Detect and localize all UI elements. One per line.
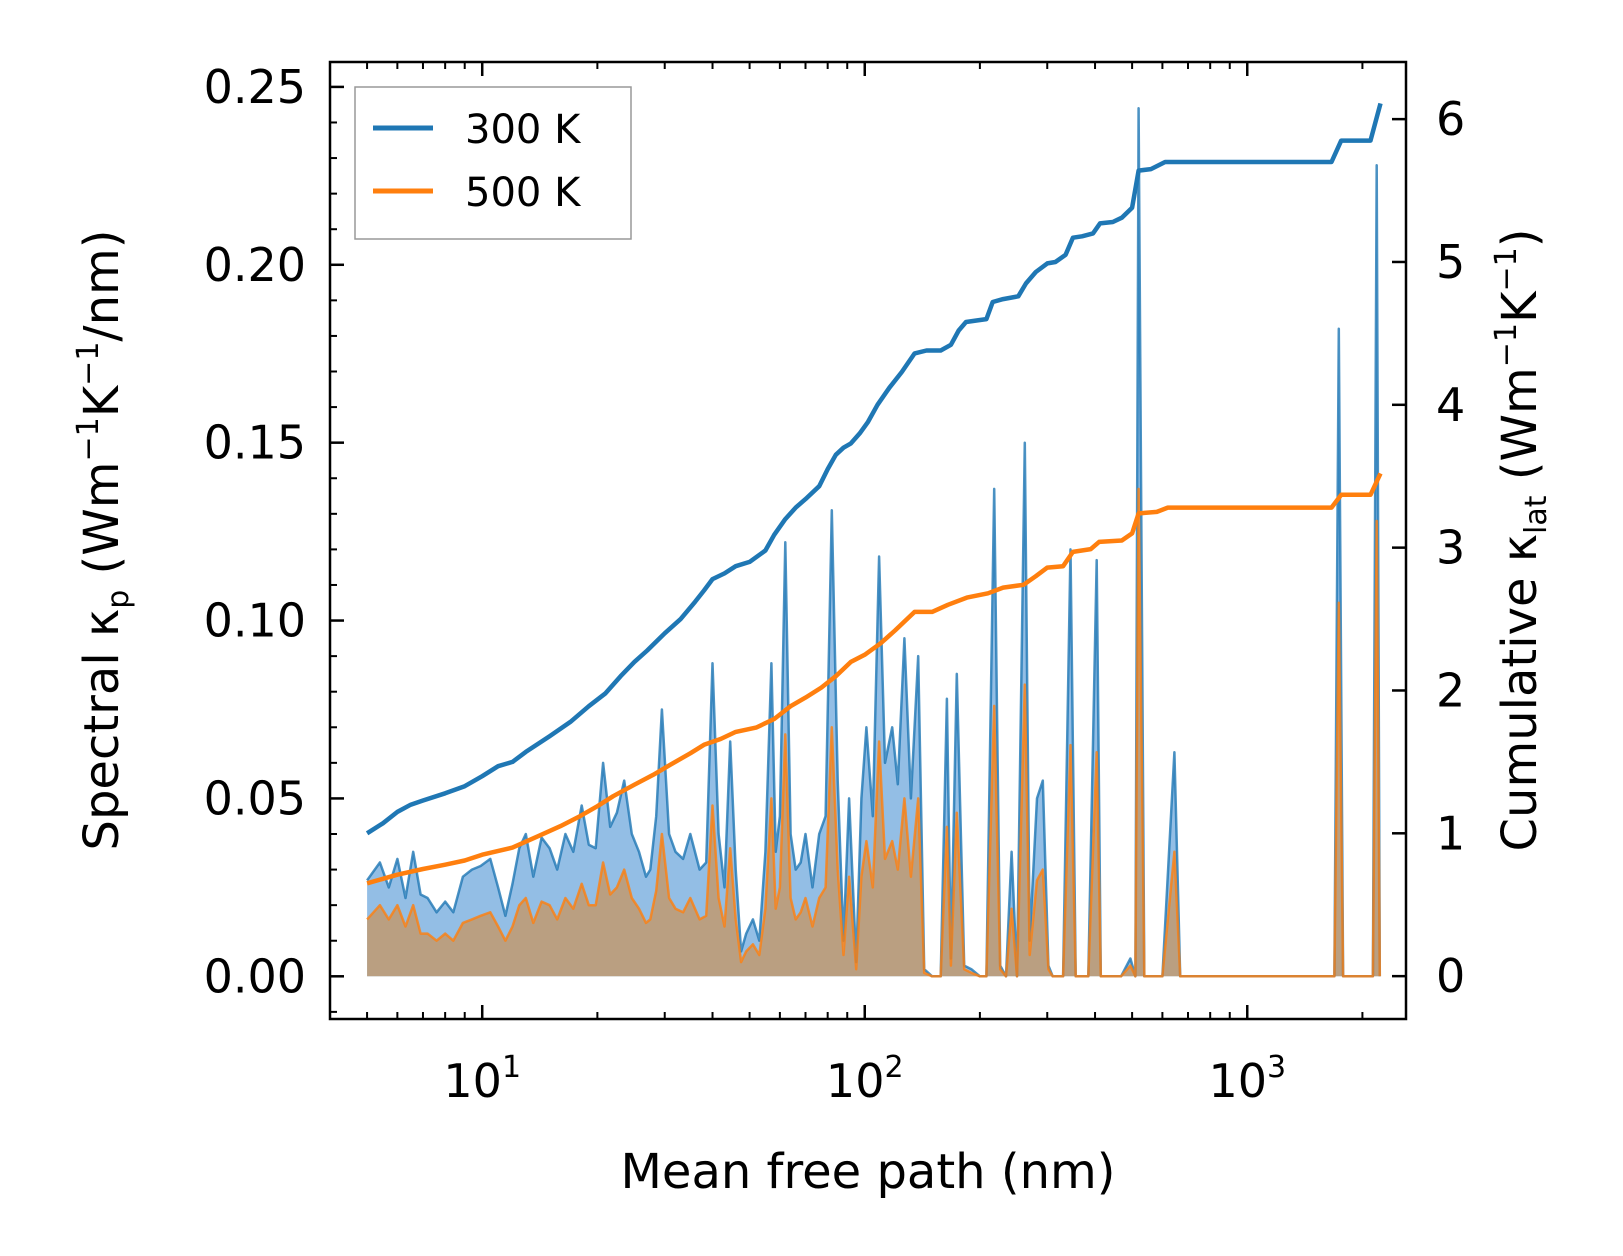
x-axis-ticks: 101 102 103 xyxy=(329,62,1364,1108)
right-tick-label: 0 xyxy=(1436,949,1465,1003)
left-axis-ticks: 0.00 0.05 0.10 0.15 0.20 0.25 xyxy=(204,60,344,1013)
left-axis-title: Spectral κp (Wm−1K−1/nm) xyxy=(71,229,136,850)
legend: 300 K 500 K xyxy=(354,86,632,240)
right-tick-label: 3 xyxy=(1436,521,1465,575)
spectral-line-500k xyxy=(366,487,1382,978)
left-tick-label: 0.15 xyxy=(204,416,306,470)
x-tick-label: 102 xyxy=(826,1050,904,1108)
left-tick-label: 0.05 xyxy=(204,771,306,825)
cumulative-lines xyxy=(365,102,1383,886)
x-tick-label: 101 xyxy=(443,1050,521,1108)
right-tick-label: 4 xyxy=(1436,378,1465,432)
plot-frame xyxy=(328,60,1408,1021)
right-axis-title: Cumulative κlat (Wm−1K−1) xyxy=(1489,229,1554,852)
right-tick-label: 5 xyxy=(1436,235,1465,289)
cumulative-line-500k xyxy=(366,472,1383,886)
left-tick-label: 0.00 xyxy=(204,949,306,1003)
x-axis-title: Mean free path (nm) xyxy=(621,1144,1116,1200)
right-tick-label: 6 xyxy=(1436,92,1465,146)
legend-label-500k: 500 K xyxy=(465,170,582,216)
left-tick-label: 0.25 xyxy=(204,60,306,114)
spectral-lines xyxy=(366,106,1382,978)
x-tick-label: 103 xyxy=(1208,1050,1286,1108)
right-tick-label: 1 xyxy=(1436,806,1465,860)
cumulative-line-300k xyxy=(365,102,1383,836)
right-axis-ticks: 0 1 2 3 4 5 6 xyxy=(1392,92,1465,1003)
left-tick-label: 0.10 xyxy=(204,594,306,648)
left-tick-label: 0.20 xyxy=(204,238,306,292)
legend-label-300k: 300 K xyxy=(465,107,582,153)
right-tick-label: 2 xyxy=(1436,663,1465,717)
legend-box xyxy=(354,86,632,240)
